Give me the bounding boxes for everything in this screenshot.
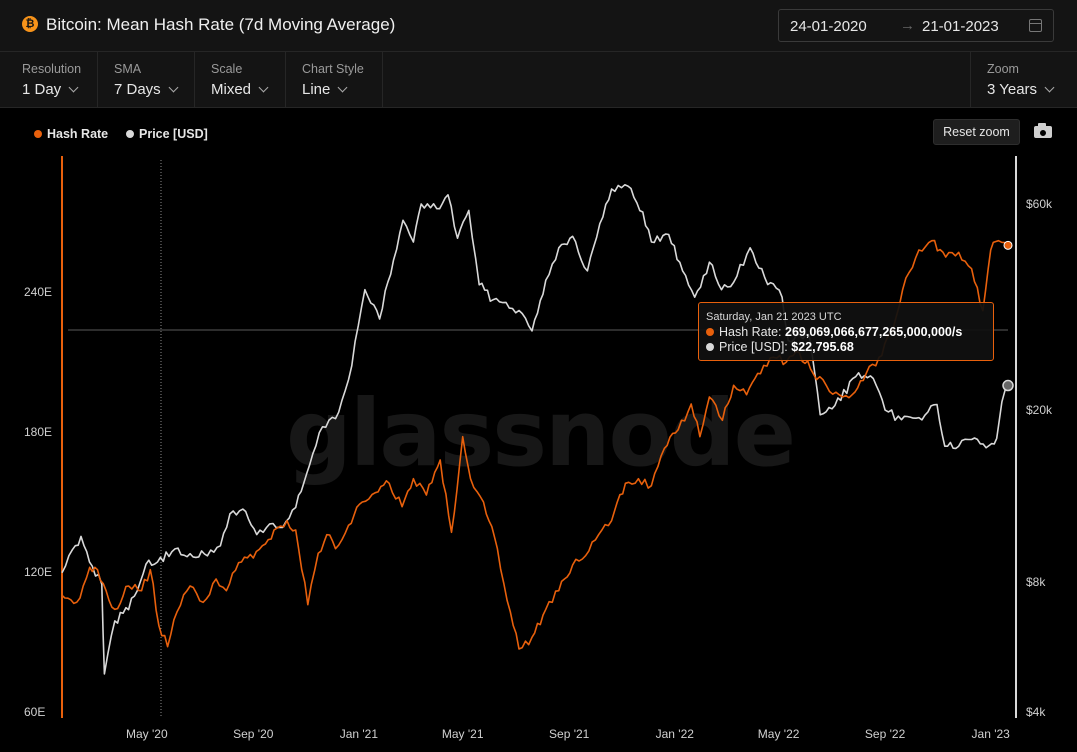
watermark: glassnode: [286, 380, 794, 487]
resolution-value[interactable]: 1 Day: [22, 81, 79, 98]
x-tick-label: Sep '20: [233, 727, 274, 741]
date-to-input[interactable]: 21-01-2023: [922, 18, 999, 35]
tooltip-hash-label: Hash Rate:: [719, 325, 786, 339]
zoom-select[interactable]: Zoom 3 Years: [970, 52, 1077, 108]
hover-point-price: [1002, 379, 1014, 392]
sma-label: SMA: [114, 62, 142, 76]
chart-plot[interactable]: glassnode 60E 120E 180E 240E $4k $8k $20k $60k…: [0, 150, 1077, 752]
legend-label-price: Price [USD]: [139, 127, 208, 141]
y-right-tick-label: $60k: [1026, 197, 1053, 211]
tooltip-price: Price [USD]: $22,795.68: [706, 340, 854, 354]
tooltip-dot: [706, 343, 714, 351]
sma-value[interactable]: 7 Days: [114, 81, 179, 98]
legend-label-hash-rate: Hash Rate: [47, 127, 109, 141]
legend-dot: [126, 130, 134, 138]
date-range-picker[interactable]: 24-01-2020 → 21-01-2023: [778, 9, 1054, 42]
scale-select[interactable]: Scale Mixed: [195, 52, 286, 108]
series-line-price: [61, 184, 1009, 675]
legend-dot: [34, 130, 42, 138]
y-left-tick-label: 240E: [24, 285, 52, 299]
chevron-down-icon: [168, 82, 179, 93]
chevron-down-icon: [68, 82, 79, 93]
x-tick-label: Jan '21: [340, 727, 379, 741]
tooltip-price-value: $22,795.68: [791, 340, 854, 354]
chart-style-label: Chart Style: [302, 62, 364, 76]
chart-style-value[interactable]: Line: [302, 81, 348, 98]
scale-label: Scale: [211, 62, 243, 76]
y-right-tick-label: $20k: [1026, 403, 1053, 417]
y-left-tick-label: 180E: [24, 425, 52, 439]
scale-value[interactable]: Mixed: [211, 81, 269, 98]
sma-select[interactable]: SMA 7 Days: [98, 52, 195, 108]
x-axis: May '20 Sep '20 Jan '21 May '21 Sep '21 Jan '…: [126, 727, 1010, 741]
resolution-select[interactable]: Resolution 1 Day: [0, 52, 98, 108]
tooltip-hash-value: 269,069,066,677,265,000,000/s: [785, 325, 963, 339]
y-axis-left: 60E 120E 180E 240E: [24, 285, 52, 719]
chart-series: [61, 184, 1009, 675]
calendar-icon[interactable]: [1029, 19, 1042, 32]
bitcoin-icon: ₿: [22, 16, 38, 32]
chevron-down-icon: [337, 82, 348, 93]
series-line-hash-rate: [61, 239, 1009, 650]
y-left-tick-label: 120E: [24, 565, 52, 579]
zoom-label: Zoom: [987, 62, 1019, 76]
x-tick-label: May '22: [758, 727, 800, 741]
chart-title: Bitcoin: Mean Hash Rate (7d Moving Avera…: [46, 15, 396, 34]
chevron-down-icon: [258, 82, 269, 93]
tooltip-date: Saturday, Jan 21 2023 UTC: [706, 311, 842, 323]
zoom-value[interactable]: 3 Years: [987, 81, 1055, 98]
x-tick-label: Jan '23: [972, 727, 1011, 741]
chart-tooltip: Saturday, Jan 21 2023 UTC Hash Rate: 269…: [698, 302, 994, 361]
tooltip-hash-rate: Hash Rate: 269,069,066,677,265,000,000/s: [706, 325, 962, 339]
legend-item-price[interactable]: Price [USD]: [126, 127, 208, 141]
chart-style-select[interactable]: Chart Style Line: [286, 52, 383, 108]
x-tick-label: May '21: [442, 727, 484, 741]
chevron-down-icon: [1044, 82, 1055, 93]
x-tick-label: Sep '22: [865, 727, 906, 741]
reset-zoom-button[interactable]: Reset zoom: [933, 119, 1020, 145]
x-tick-label: May '20: [126, 727, 168, 741]
hover-markers: [1002, 240, 1014, 392]
camera-icon[interactable]: [1034, 123, 1052, 138]
tooltip-dot: [706, 328, 714, 336]
chart-header: ₿ Bitcoin: Mean Hash Rate (7d Moving Ave…: [0, 0, 1077, 52]
y-left-tick-label: 60E: [24, 705, 45, 719]
arrow-right-icon: →: [900, 17, 915, 34]
tooltip-price-label: Price [USD]:: [719, 340, 792, 354]
chart-toolbar: Resolution 1 Day SMA 7 Days Scale Mixed …: [0, 52, 1077, 108]
y-right-tick-label: $8k: [1026, 575, 1046, 589]
x-tick-label: Sep '21: [549, 727, 590, 741]
x-tick-label: Jan '22: [656, 727, 695, 741]
date-from-input[interactable]: 24-01-2020: [790, 18, 867, 35]
resolution-label: Resolution: [22, 62, 82, 76]
y-axis-right: $4k $8k $20k $60k: [1026, 197, 1053, 719]
legend-item-hash-rate[interactable]: Hash Rate: [34, 127, 108, 141]
y-right-tick-label: $4k: [1026, 705, 1046, 719]
hover-point-hash-rate: [1003, 240, 1013, 250]
